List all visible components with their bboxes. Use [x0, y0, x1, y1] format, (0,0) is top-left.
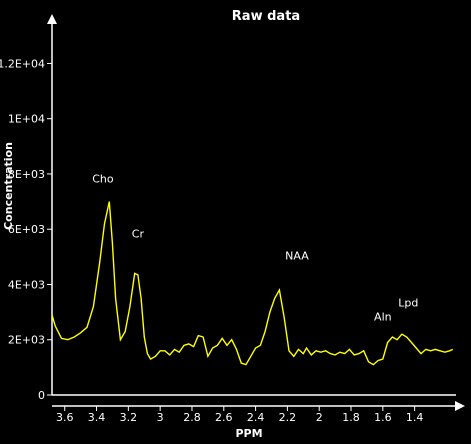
y-axis-ticks: 0 2E+03 4E+03 6E+03 8E+03 1E+04 1.2E+04	[0, 57, 52, 402]
y-axis-arrow	[47, 14, 57, 24]
y-tick-label: 8E+03	[8, 168, 45, 181]
x-tick-label: 3.2	[120, 411, 138, 424]
x-tick-label: 2.4	[247, 411, 265, 424]
x-tick-label: 3.4	[88, 411, 106, 424]
y-tick-label: 1.2E+04	[0, 57, 45, 70]
y-axis-label: Concentration	[2, 142, 15, 230]
x-tick-label: 1.4	[406, 411, 424, 424]
x-tick-label: 3.6	[56, 411, 74, 424]
x-tick-label: 2.2	[279, 411, 297, 424]
y-tick-label: 1E+04	[8, 113, 45, 126]
y-tick-label: 4E+03	[8, 278, 45, 291]
peak-label-lpd: Lpd	[398, 297, 418, 310]
y-tick-label: 0	[38, 389, 45, 402]
peak-label-cho: Cho	[92, 172, 114, 185]
x-axis-label: PPM	[235, 427, 262, 440]
peak-label-cr: Cr	[132, 228, 145, 241]
peak-labels: Cho Cr NAA Aln Lpd	[92, 172, 418, 323]
x-tick-label: 2.6	[215, 411, 233, 424]
chart-title: Raw data	[232, 9, 300, 24]
x-tick-label: 1.8	[342, 411, 360, 424]
x-tick-label: 1.6	[374, 411, 392, 424]
series-line	[51, 201, 454, 366]
y-tick-label: 6E+03	[8, 223, 45, 236]
x-tick-label: 3	[157, 411, 164, 424]
peak-label-naa: NAA	[285, 250, 309, 263]
x-tick-label: 2	[316, 411, 323, 424]
peak-label-aln: Aln	[374, 310, 392, 323]
x-tick-label: 2.8	[183, 411, 201, 424]
x-axis-arrow	[455, 401, 465, 411]
x-axis-ticks: 3.6 3.4 3.2 3 2.8 2.6 2.4 2.2 2 1.8 1.6 1.4	[56, 406, 423, 424]
y-tick-label: 2E+03	[8, 334, 45, 347]
